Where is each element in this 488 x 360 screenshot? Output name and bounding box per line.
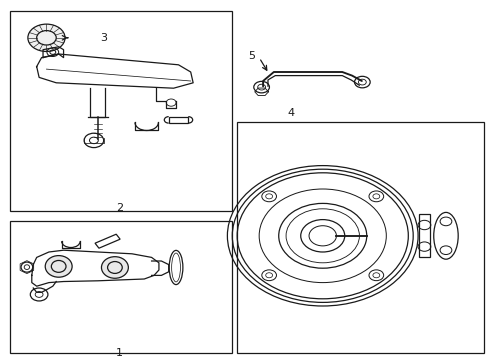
Ellipse shape — [261, 270, 276, 281]
Ellipse shape — [45, 256, 72, 277]
Text: 5: 5 — [248, 51, 255, 61]
Text: 2: 2 — [116, 203, 123, 213]
Bar — [10, 11, 232, 211]
Ellipse shape — [368, 191, 383, 202]
Ellipse shape — [261, 191, 276, 202]
Text: 4: 4 — [287, 108, 294, 118]
Bar — [10, 221, 232, 353]
Text: 1: 1 — [116, 348, 123, 358]
Ellipse shape — [368, 270, 383, 281]
Circle shape — [28, 24, 65, 51]
Bar — [168, 117, 188, 123]
Text: 3: 3 — [100, 33, 107, 43]
Bar — [418, 214, 429, 257]
Ellipse shape — [433, 212, 457, 259]
Bar — [95, 234, 120, 248]
Bar — [237, 122, 483, 353]
Ellipse shape — [101, 257, 128, 278]
